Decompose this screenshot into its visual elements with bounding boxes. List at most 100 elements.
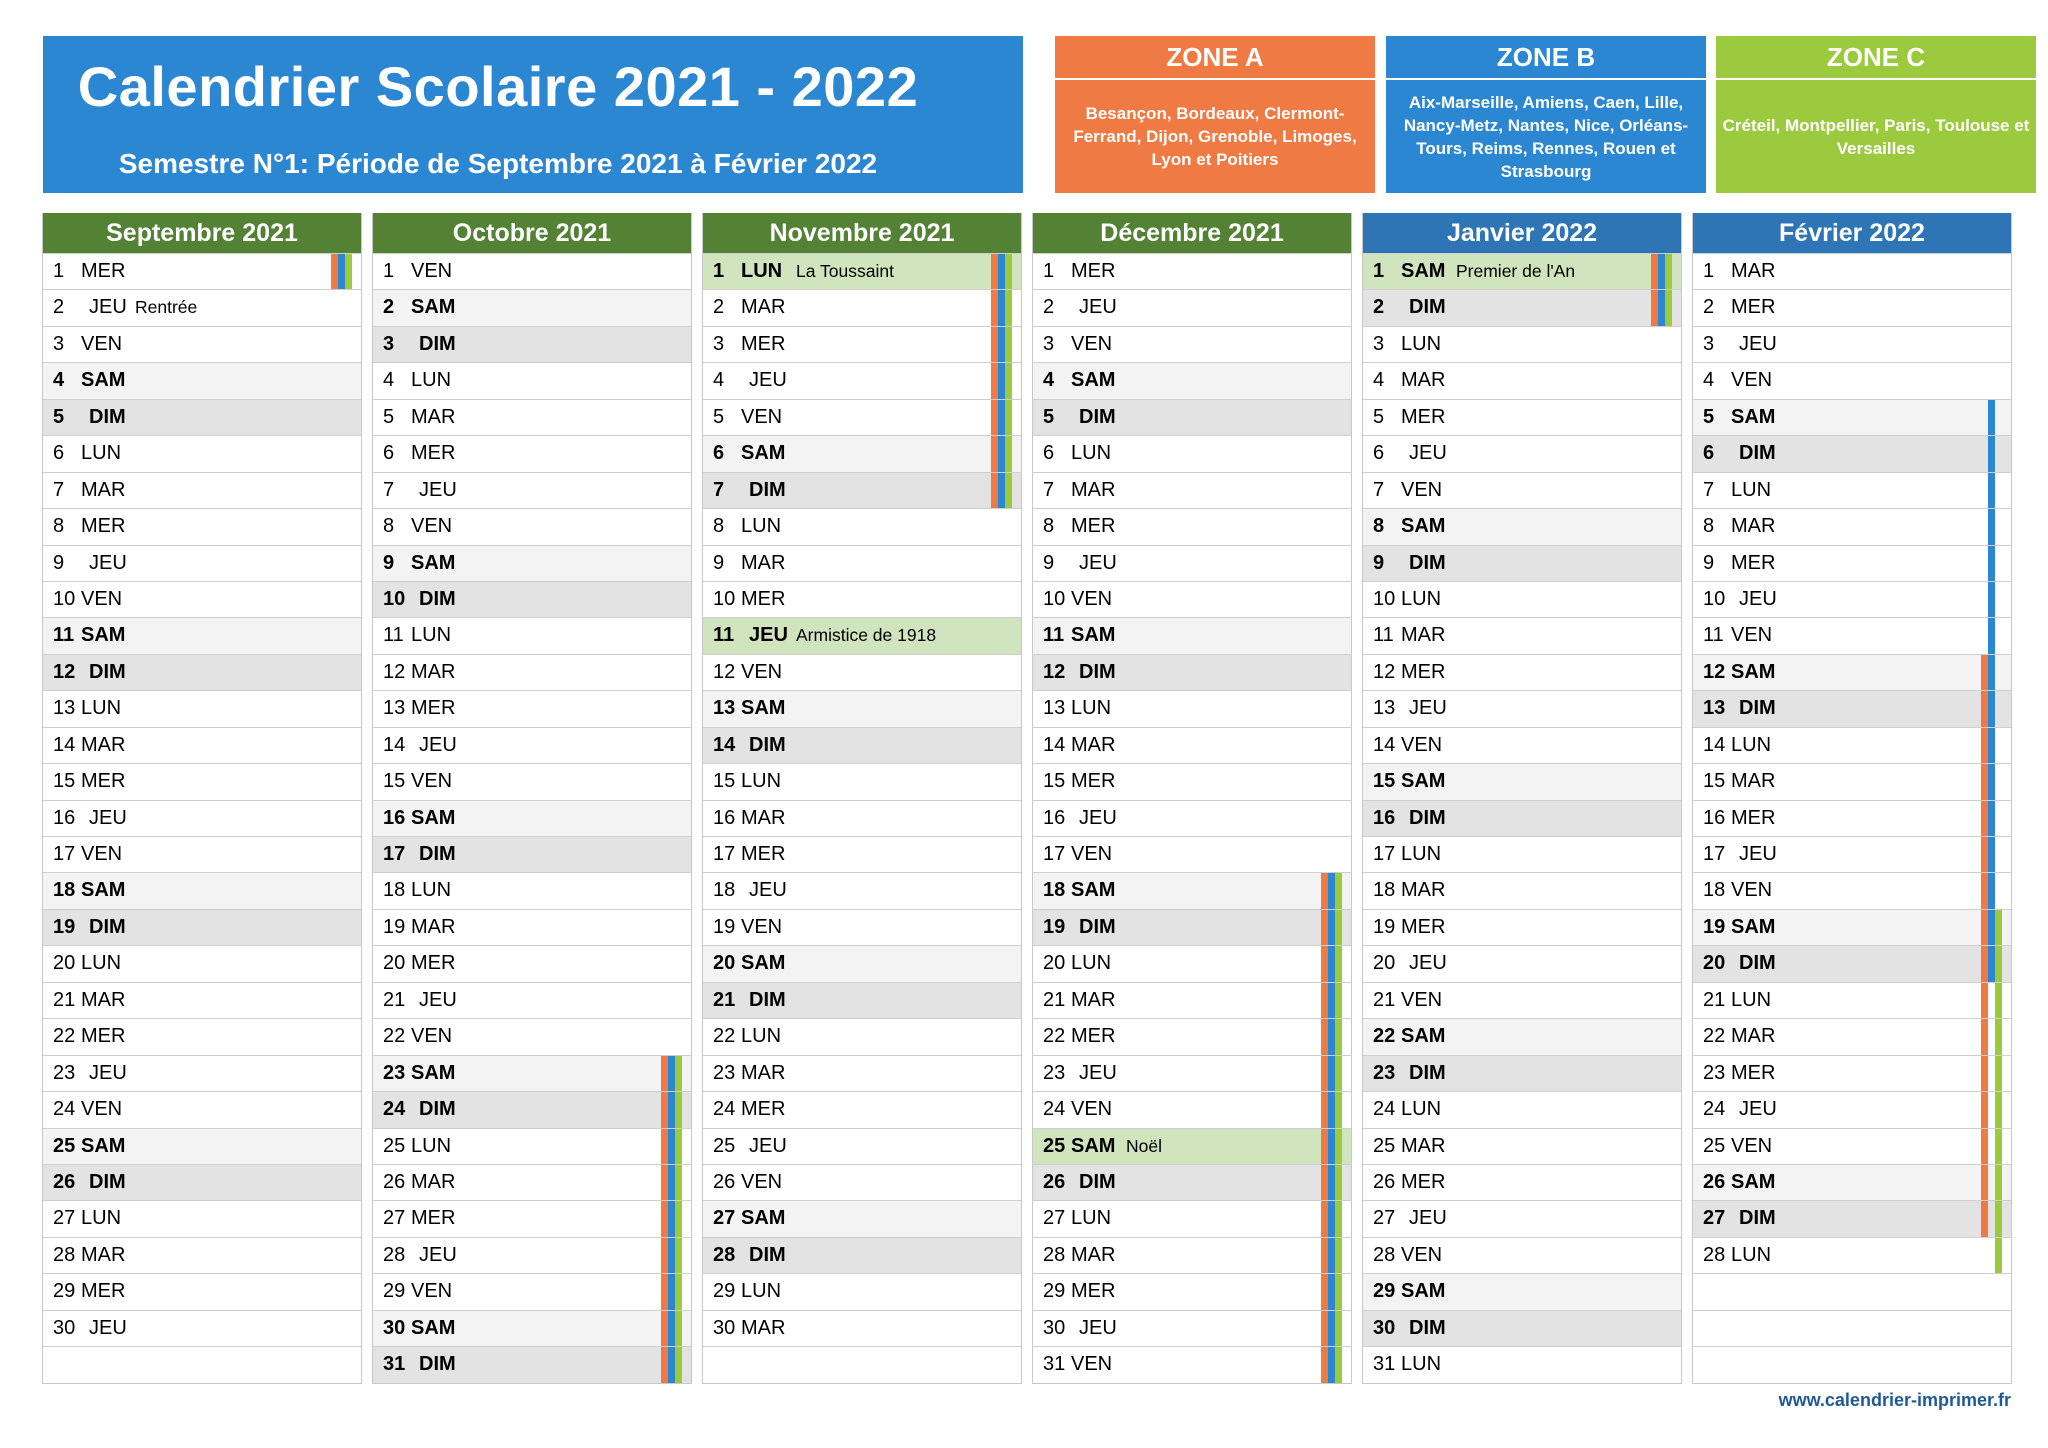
zone-c-vacation-bar: [1335, 1019, 1342, 1055]
day-number: 28: [53, 1243, 76, 1266]
day-weekday: VEN: [1401, 733, 1443, 756]
day-number: 14: [1043, 733, 1066, 756]
day-weekday: SAM: [741, 1207, 786, 1230]
day-number: 5: [1373, 405, 1385, 428]
day-number: 10: [1043, 587, 1066, 610]
zone-c-vacation-bar: [675, 1274, 682, 1310]
day-weekday: JEU: [1079, 551, 1117, 574]
day-number: 6: [1043, 442, 1055, 465]
month-february-2022: Février 2022 1 MAR 2 MER 3 JEU 4 VEN 5 SAM 6 DIM 7 LU…: [1692, 213, 2012, 1384]
day-row: 16 DIM: [1363, 799, 1681, 836]
day-weekday: MER: [741, 587, 786, 610]
day-weekday: MAR: [411, 1170, 456, 1193]
day-number: 7: [53, 478, 65, 501]
zone-c-vacation-bar: [1995, 1237, 2002, 1274]
day-number: 13: [1043, 697, 1066, 720]
zone-b-vacation-bar: [1328, 1310, 1335, 1347]
day-note: Premier de l'An: [1456, 261, 1576, 281]
day-row: 26 MER: [1363, 1163, 1681, 1201]
day-number: 12: [1373, 660, 1396, 683]
zone-b-vacation-bar: [1328, 873, 1335, 909]
day-row: 20 SAM: [703, 945, 1021, 982]
day-row: 1 LUN La Toussaint: [703, 253, 1021, 290]
vacation-indicator: [1981, 509, 2005, 545]
day-weekday: MAR: [1731, 515, 1776, 538]
day-number: 27: [1043, 1207, 1066, 1230]
day-weekday: SAM: [741, 697, 786, 720]
day-number: 21: [383, 988, 406, 1011]
day-weekday: SAM: [81, 369, 126, 392]
zone-a-vacation-bar: [661, 1092, 668, 1128]
day-number: 24: [1043, 1098, 1066, 1121]
day-weekday: MAR: [741, 1316, 786, 1339]
zone-a-vacation-bar: [991, 290, 998, 326]
day-number: 23: [1373, 1061, 1396, 1084]
zone-a-vacation-bar: [1321, 909, 1328, 946]
vacation-indicator: [1981, 727, 2005, 764]
day-number: 15: [1043, 770, 1066, 793]
day-row: 8 MER: [1033, 508, 1351, 545]
day-row: 22 LUN: [703, 1018, 1021, 1055]
day-number: 3: [53, 332, 65, 355]
day-number: 27: [713, 1207, 736, 1230]
day-row: 30 DIM: [1363, 1309, 1681, 1347]
vacation-indicator: [1321, 1055, 1345, 1092]
day-weekday: LUN: [1731, 988, 1772, 1011]
day-row: 17 DIM: [373, 836, 691, 873]
day-weekday: SAM: [1401, 1025, 1446, 1048]
day-number: 6: [713, 442, 725, 465]
day-weekday: VEN: [1731, 1134, 1773, 1157]
zone-b-vacation-bar: [1658, 290, 1665, 326]
day-weekday: SAM: [1401, 1280, 1446, 1303]
zone-b-vacation-bar: [1988, 764, 1995, 800]
zone-a-divider: [1055, 78, 1375, 80]
day-row: 7 DIM: [703, 471, 1021, 509]
day-row: 6 LUN: [1033, 435, 1351, 472]
day-row: 17 JEU: [1693, 836, 2011, 873]
day-weekday: SAM: [1401, 515, 1446, 538]
day-row: 20 LUN: [43, 945, 361, 982]
zone-b-vacation-bar: [1328, 1164, 1335, 1201]
day-number: 21: [1043, 988, 1066, 1011]
day-row: 15 MAR: [1693, 763, 2011, 800]
zone-c-vacation-bar: [1005, 254, 1012, 290]
day-list: 1 SAM Premier de l'An 2 DIM 3 LUN 4 MAR 5 MER 6 JEU 7…: [1363, 253, 1681, 1383]
zone-b-vacation-bar: [998, 290, 1005, 326]
day-number: 10: [1703, 587, 1726, 610]
vacation-indicator: [661, 1092, 685, 1128]
day-row: 22 VEN: [373, 1018, 691, 1055]
day-row: 12 DIM: [43, 653, 361, 691]
day-row: 4 SAM: [1033, 362, 1351, 399]
day-weekday: LUN: [411, 1134, 452, 1157]
vacation-indicator: [1981, 873, 2005, 909]
day-weekday: VEN: [1401, 1243, 1443, 1266]
day-row: 1 MER: [1033, 253, 1351, 290]
day-row: 24 VEN: [43, 1091, 361, 1128]
day-row: 2 JEU: [1033, 289, 1351, 326]
day-row: 18 SAM: [1033, 872, 1351, 909]
empty-row: [43, 1346, 361, 1383]
day-number: 10: [1373, 587, 1396, 610]
day-weekday: JEU: [749, 1134, 787, 1157]
vacation-indicator: [1981, 472, 2005, 509]
day-weekday: LUN: [1401, 587, 1442, 610]
day-weekday: DIM: [1079, 405, 1116, 428]
day-number: 24: [1373, 1098, 1396, 1121]
website-link[interactable]: www.calendrier-imprimer.fr: [1778, 1390, 2011, 1410]
vacation-indicator: [1981, 909, 2005, 946]
day-weekday: LUN: [1071, 952, 1112, 975]
day-weekday: VEN: [741, 405, 783, 428]
day-row: 24 LUN: [1363, 1091, 1681, 1128]
day-row: 15 LUN: [703, 763, 1021, 800]
day-weekday: SAM: [1731, 915, 1776, 938]
zone-b-vacation-bar: [1988, 837, 1995, 873]
vacation-indicator: [1981, 1092, 2005, 1128]
zone-b-vacation-bar: [1328, 1055, 1335, 1092]
month-december-2021: Décembre 2021 1 MER 2 JEU 3 VEN 4 SAM 5 DIM 6 LUN 7 M…: [1032, 213, 1352, 1384]
day-weekday: JEU: [749, 624, 788, 647]
day-number: 22: [383, 1025, 406, 1048]
vacation-indicator: [1981, 1055, 2005, 1092]
day-number: 13: [383, 697, 406, 720]
day-number: 30: [1043, 1316, 1066, 1339]
day-row: 29 MER: [43, 1273, 361, 1310]
